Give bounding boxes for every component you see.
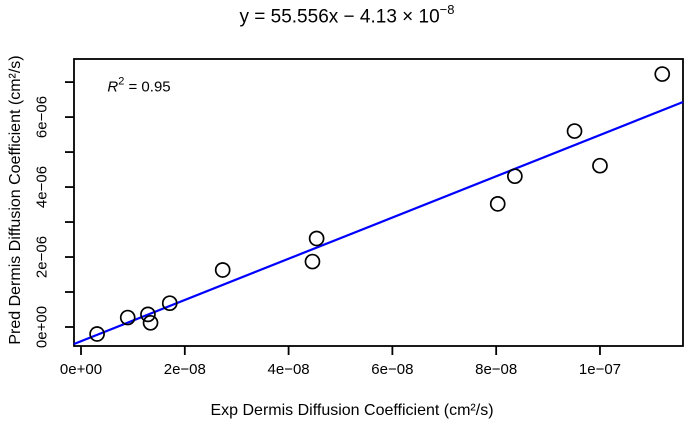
r-squared-annotation: R2 = 0.95 <box>107 75 171 96</box>
data-point <box>566 123 583 139</box>
equation-base: y = 55.556x − 4.13 × 10 <box>239 6 440 28</box>
chart-title-equation: y = 55.556x − 4.13 × 10−8 <box>239 2 455 28</box>
data-point <box>507 168 523 185</box>
y-tick-label: 4e−06 <box>33 165 51 209</box>
x-tick-label: 4e−08 <box>267 361 310 378</box>
x-tick-label: 6e−08 <box>371 361 414 378</box>
data-point <box>304 253 321 270</box>
data-point <box>119 309 136 326</box>
data-point <box>140 306 156 323</box>
r-symbol: R <box>107 78 119 96</box>
regression-line <box>73 101 684 346</box>
data-point <box>654 66 671 82</box>
y-axis-label: Pred Dermis Diffusion Coefficient (cm²/s… <box>7 55 24 345</box>
x-tick-label: 2e−08 <box>163 361 206 378</box>
y-tick-label: 6e−06 <box>33 96 51 139</box>
r-exponent: 2 <box>118 75 125 88</box>
equation-exponent: −8 <box>439 2 455 17</box>
x-axis-label: Exp Dermis Diffusion Coefficient (cm²/s) <box>210 402 494 419</box>
data-point <box>592 157 608 174</box>
data-point <box>214 262 231 278</box>
r-value: = 0.95 <box>124 78 171 96</box>
x-tick-label: 1e−07 <box>578 361 622 378</box>
data-point <box>161 295 178 312</box>
data-point <box>308 230 325 247</box>
y-tick-label: 0e+00 <box>33 305 51 349</box>
x-tick-label: 8e−08 <box>475 361 518 378</box>
data-point <box>142 314 159 331</box>
data-point <box>489 195 506 212</box>
x-tick-label: 0e+00 <box>59 361 103 378</box>
data-point <box>89 326 105 342</box>
y-tick-label: 2e−06 <box>33 235 51 279</box>
plot-box <box>73 58 684 347</box>
